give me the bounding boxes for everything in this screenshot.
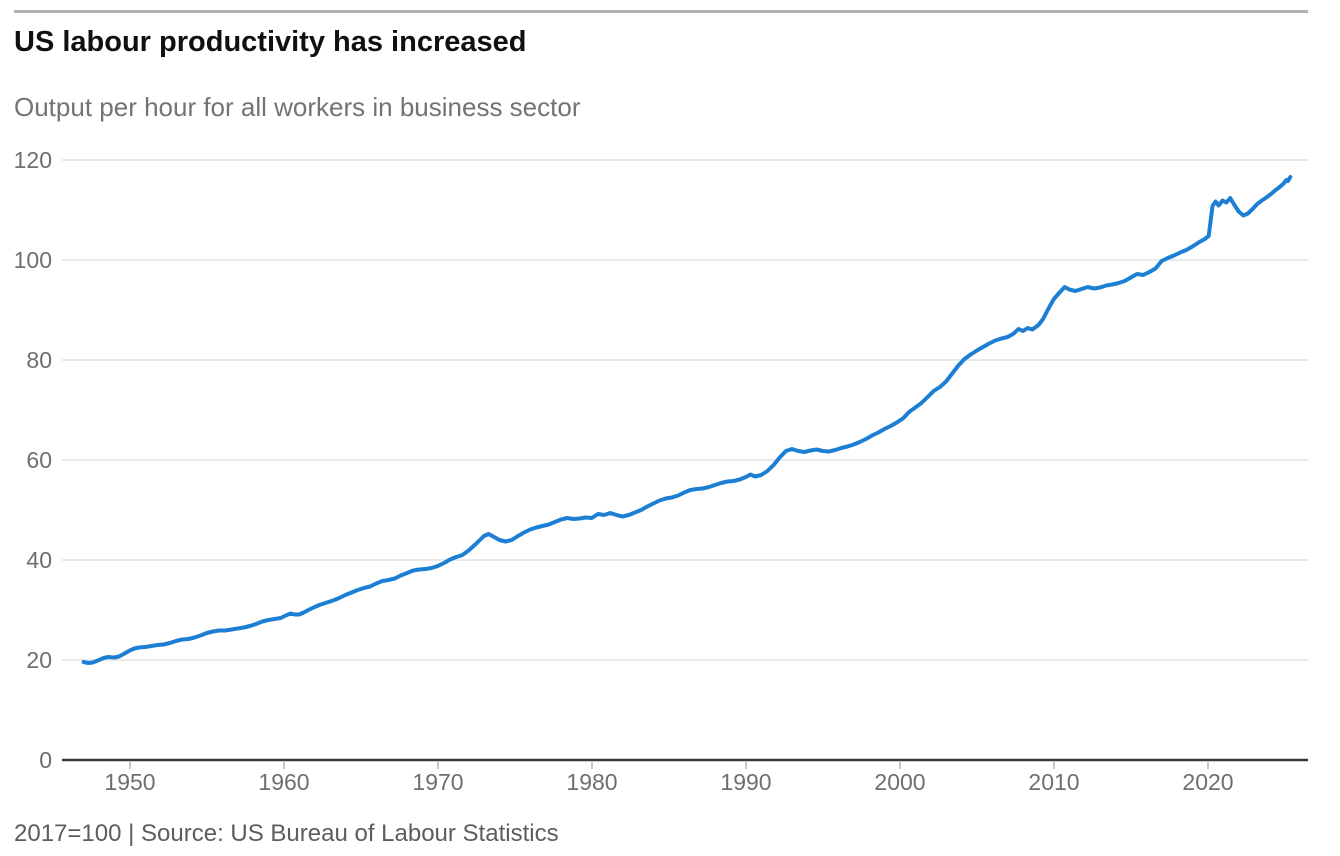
- y-tick-label-80: 80: [26, 347, 52, 373]
- productivity-line: [81, 175, 1293, 665]
- source-note: 2017=100 | Source: US Bureau of Labour S…: [14, 820, 559, 847]
- x-tick-label-1970: 1970: [412, 769, 463, 795]
- x-tick-label-1950: 1950: [104, 769, 155, 795]
- x-tick-label-2000: 2000: [874, 769, 925, 795]
- y-tick-label-40: 40: [26, 547, 52, 573]
- x-tick-label-1960: 1960: [258, 769, 309, 795]
- x-tick-label-2010: 2010: [1028, 769, 1079, 795]
- y-tick-label-100: 100: [14, 247, 52, 273]
- top-rule: [14, 10, 1308, 13]
- x-tick-label-1990: 1990: [720, 769, 771, 795]
- y-tick-label-120: 120: [14, 147, 52, 173]
- y-tick-label-0: 0: [39, 747, 52, 773]
- x-tick-label-2020: 2020: [1182, 769, 1233, 795]
- chart-subtitle: Output per hour for all workers in busin…: [14, 92, 581, 122]
- chart-title: US labour productivity has increased: [14, 26, 527, 58]
- y-tick-label-60: 60: [26, 447, 52, 473]
- x-tick-label-1980: 1980: [566, 769, 617, 795]
- y-tick-label-20: 20: [26, 647, 52, 673]
